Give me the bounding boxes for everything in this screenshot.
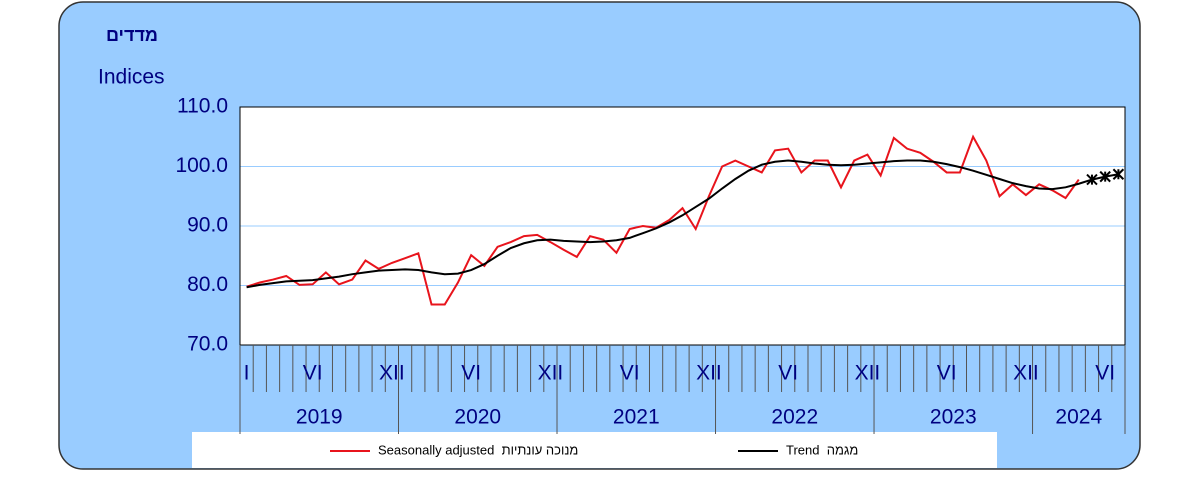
series-line [246, 134, 1080, 306]
y-tick-label: 70.0 [187, 333, 228, 356]
legend-label: Seasonally adjusted מנוכה עונתיות [378, 442, 578, 457]
plot-border [239, 106, 1126, 346]
asterisk-marker [1112, 168, 1125, 180]
x-tick-label: VI [937, 362, 957, 385]
x-tick-label: VI [1095, 362, 1115, 385]
y-axis-label: Indices [98, 66, 165, 89]
year-label: 2021 [613, 406, 660, 429]
x-tick-label: XII [379, 362, 405, 385]
x-tick-label: XII [538, 362, 564, 385]
asterisk-marker [1099, 170, 1111, 183]
x-tick-label: VI [778, 362, 798, 385]
x-tick-label: VI [461, 362, 481, 385]
year-label: 2022 [771, 406, 818, 429]
legend-label: Trend מגמה [786, 442, 858, 457]
x-tick-label: VI [303, 362, 323, 385]
year-label: 2019 [296, 406, 343, 429]
x-tick-label: XII [696, 362, 722, 385]
year-label: 2024 [1055, 406, 1102, 429]
series-line [246, 159, 1119, 289]
legend [192, 432, 997, 468]
y-tick-label: 110.0 [177, 95, 228, 118]
x-tick-label: I [244, 362, 250, 385]
year-label: 2020 [454, 406, 501, 429]
year-label: 2023 [930, 406, 977, 429]
y-tick-label: 100.0 [175, 154, 228, 177]
y-tick-label: 90.0 [187, 214, 228, 237]
chart-title: מדדים [106, 25, 158, 45]
x-tick-label: XII [1013, 362, 1039, 385]
y-tick-label: 80.0 [187, 273, 228, 296]
x-tick-label: XII [855, 362, 881, 385]
x-tick-label: VI [620, 362, 640, 385]
asterisk-marker [1086, 173, 1098, 186]
